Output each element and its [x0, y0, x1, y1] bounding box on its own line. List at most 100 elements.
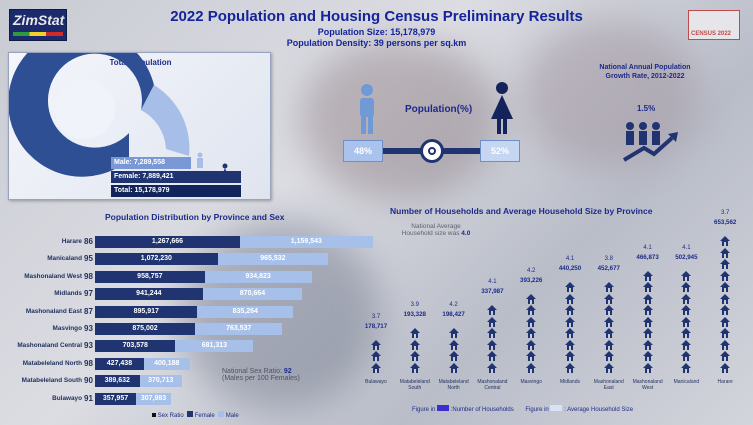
- house-icon: [487, 362, 498, 373]
- legend-hh-prefix: Figure in: [412, 407, 436, 413]
- province-label: Matabeleland South: [21, 377, 82, 385]
- house-icon: [681, 339, 692, 350]
- house-icon: [681, 282, 692, 292]
- house-icon: [565, 362, 575, 373]
- house-icon: [409, 339, 420, 350]
- population-size: Population Size: 15,178,979: [317, 27, 436, 37]
- house-icon: [487, 328, 498, 338]
- legend-avg-prefix: Figure in: [525, 407, 549, 413]
- male-bar: 763,537: [195, 323, 283, 335]
- household-count-label: 440,250: [558, 265, 582, 272]
- sex-ratio-value: 95: [84, 254, 93, 264]
- households-chart-title: Number of Households and Average Househo…: [390, 206, 653, 216]
- house-icon: [603, 362, 614, 373]
- sex-ratio-value: 92: [283, 368, 292, 375]
- female-bar: 389,632: [95, 375, 140, 388]
- male-bar: 934,823: [204, 270, 312, 283]
- house-icon: [720, 362, 731, 373]
- male-bar: 870,664: [202, 288, 303, 301]
- house-icon: [720, 247, 731, 258]
- house-icon: [681, 270, 692, 281]
- house-icon: [565, 316, 575, 327]
- house-icon: [565, 305, 575, 315]
- sex-ratio-value: 91: [84, 393, 93, 403]
- female-bar: 895,917: [95, 305, 198, 318]
- population-pct-title: Population(%): [405, 104, 473, 115]
- house-icon: [448, 351, 459, 361]
- house-icon: [487, 305, 498, 315]
- house-icon: [526, 362, 537, 373]
- female-pct-box: 52%: [480, 140, 520, 162]
- female-bar: 1,072,230: [95, 253, 218, 266]
- avg-size-label: 4.1: [488, 279, 497, 285]
- seal-text: CENSUS 2022: [691, 31, 732, 37]
- household-count-label: 393,226: [520, 276, 543, 284]
- house-icon: [603, 316, 614, 327]
- male-bar: 965,532: [217, 253, 329, 266]
- avg-size-label: 3.9: [410, 302, 419, 308]
- house-icon: [720, 236, 731, 246]
- province-axis-label: Bulawayo: [365, 379, 387, 385]
- legend-hh-suffix: :Number of Households: [450, 407, 514, 413]
- house-icon: [371, 339, 381, 350]
- household-count-label: 178,717: [364, 322, 388, 330]
- sex-ratio-value: 90: [84, 376, 93, 386]
- legend-female: Female: [194, 413, 215, 419]
- house-icon: [487, 351, 498, 361]
- sex-ratio-value: 93: [84, 324, 93, 333]
- household-count-label: 452,677: [597, 265, 620, 272]
- household-note-value: 4.0: [461, 230, 471, 237]
- house-icon: [565, 293, 575, 304]
- house-icon: [603, 305, 614, 315]
- house-icon: [526, 316, 537, 327]
- household-count-label: 653,562: [714, 219, 737, 226]
- province-label: Midlands: [54, 290, 82, 298]
- avg-size-label: 4.1: [682, 244, 691, 251]
- zimstat-logo: ZimStat: [9, 9, 67, 41]
- female-bar: 941,244: [95, 288, 203, 301]
- sex-ratio-value: 98: [84, 271, 93, 281]
- female-figure-icon: [491, 82, 513, 134]
- house-icon: [448, 328, 459, 338]
- house-icon: [681, 351, 692, 361]
- province-label: Mashonaland Central: [17, 342, 82, 350]
- province-axis-label: Matabeleland South: [399, 379, 430, 391]
- female-ring: [141, 85, 190, 156]
- household-note-line1: National Average: [411, 223, 461, 230]
- house-icon: [642, 339, 653, 350]
- sex-ratio-value: 87: [84, 306, 93, 316]
- logo-text: ZimStat: [13, 12, 65, 28]
- male-bar: 370,713: [139, 375, 182, 388]
- avg-size-label: 4.2: [449, 302, 458, 308]
- province-axis-label: Matabeleland North: [438, 379, 469, 391]
- province-axis-label: Masvingo: [520, 379, 542, 385]
- house-icon: [526, 339, 537, 350]
- house-icon: [720, 305, 731, 315]
- male-ring: [9, 53, 154, 177]
- pct-center-dot: [420, 139, 444, 163]
- house-icon: [448, 362, 459, 373]
- house-icon: [681, 305, 692, 315]
- house-icon: [642, 293, 653, 304]
- total-label: Total: 15,178,979: [111, 185, 241, 197]
- household-count-label: 193,328: [403, 311, 426, 318]
- province-chart-title: Population Distribution by Province and …: [105, 212, 285, 222]
- sex-ratio-prefix: National Sex Ratio:: [222, 368, 284, 375]
- avg-size-label: 4.1: [565, 256, 575, 262]
- households-legend: Figure in :Number of Households Figure i…: [412, 405, 633, 413]
- sex-ratio-suffix: (Males per 100 Females): [222, 375, 300, 382]
- house-icon: [642, 362, 653, 373]
- house-icon: [603, 328, 614, 338]
- house-icon: [526, 328, 537, 338]
- avg-size-label: 3.8: [604, 256, 613, 262]
- house-icon: [526, 351, 537, 361]
- house-icon: [409, 351, 420, 361]
- donut-hole: [55, 79, 115, 139]
- household-note: National Average Household size was 4.0: [386, 223, 486, 237]
- province-axis-label: Mashonaland West: [632, 379, 663, 391]
- household-count-label: 466,873: [636, 253, 659, 261]
- house-icon: [720, 328, 731, 338]
- province-label: Mashonaland East: [25, 307, 82, 315]
- growth-people-icon: [622, 122, 678, 162]
- province-axis-label: Manicaland: [673, 379, 700, 385]
